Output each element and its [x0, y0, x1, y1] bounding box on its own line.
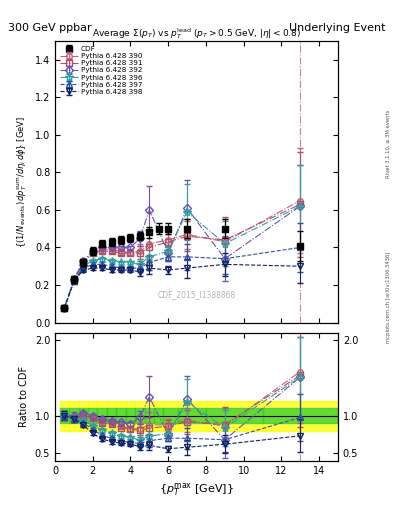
Text: Rivet 3.1.10, ≥ 3M events: Rivet 3.1.10, ≥ 3M events: [386, 109, 391, 178]
Legend: CDF, Pythia 6.428 390, Pythia 6.428 391, Pythia 6.428 392, Pythia 6.428 396, Pyt: CDF, Pythia 6.428 390, Pythia 6.428 391,…: [59, 45, 144, 96]
Text: mcplots.cern.ch [arXiv:1306.3436]: mcplots.cern.ch [arXiv:1306.3436]: [386, 251, 391, 343]
Y-axis label: $\{(1/N_\mathrm{events}) \, dp_T^\mathrm{sum}/d\eta_i \, d\phi\}$ [GeV]: $\{(1/N_\mathrm{events}) \, dp_T^\mathrm…: [16, 116, 29, 248]
Y-axis label: Ratio to CDF: Ratio to CDF: [19, 366, 29, 428]
Text: Underlying Event: Underlying Event: [288, 23, 385, 33]
Text: 300 GeV ppbar: 300 GeV ppbar: [8, 23, 92, 33]
Title: Average $\Sigma(p_T)$ vs $p_T^\mathrm{lead}$ ($p_T > 0.5$ GeV, $|\eta| < 0.8$): Average $\Sigma(p_T)$ vs $p_T^\mathrm{le…: [92, 26, 301, 41]
Text: CDF_2015_I1388868: CDF_2015_I1388868: [157, 290, 236, 299]
X-axis label: $\{p_T^\mathrm{max}\ [\mathrm{GeV}]\}$: $\{p_T^\mathrm{max}\ [\mathrm{GeV}]\}$: [159, 481, 234, 498]
